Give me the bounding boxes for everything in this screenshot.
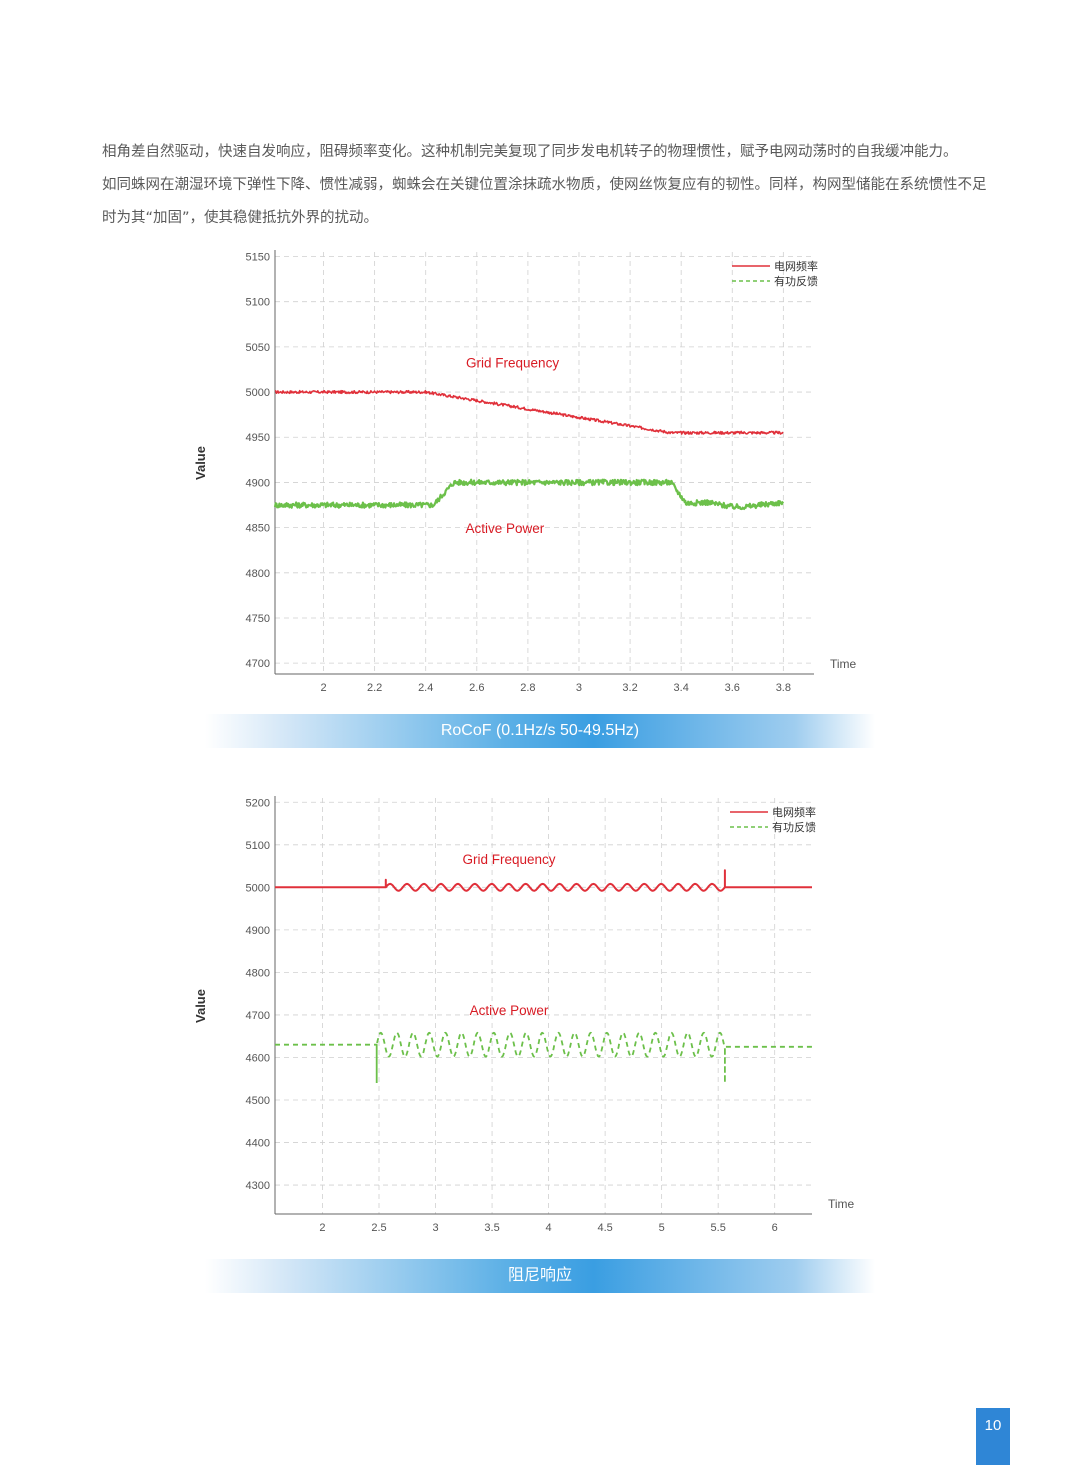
x-tick-label: 4.5	[597, 1222, 612, 1234]
y-tick-label: 5050	[246, 342, 270, 354]
x-tick-label: 6	[772, 1222, 778, 1234]
y-tick-label: 4300	[246, 1180, 270, 1192]
legend-label: 电网频率	[774, 259, 818, 273]
legend-label: 有功反馈	[772, 820, 816, 834]
x-tick-label: 2	[319, 1222, 325, 1234]
y-tick-label: 4800	[246, 568, 270, 580]
series-active-power	[273, 478, 785, 511]
x-tick-label: 2	[320, 682, 326, 694]
y-tick-label: 4750	[246, 613, 270, 625]
intro-line-1: 相角差自然驱动，快速自发响应，阻碍频率变化。这种机制完美复现了同步发电机转子的物…	[102, 144, 958, 160]
y-tick-label: 4900	[246, 477, 270, 489]
series-active-power	[275, 1031, 812, 1084]
y-tick-label: 4700	[246, 658, 270, 670]
x-tick-label: 3.2	[622, 682, 637, 694]
annotation-label: Grid Frequency	[462, 852, 555, 867]
y-tick-label: 5000	[246, 882, 270, 894]
legend-label: 电网频率	[772, 805, 816, 819]
y-tick-label: 5150	[246, 252, 270, 264]
x-tick-label: 2.5	[371, 1222, 386, 1234]
y-tick-label: 4500	[246, 1095, 270, 1107]
y-tick-label: 4850	[246, 523, 270, 535]
x-tick-label: 2.2	[367, 682, 382, 694]
y-tick-label: 5100	[246, 297, 270, 309]
rocof-caption: RoCoF (0.1Hz/s 50-49.5Hz)	[205, 714, 875, 748]
y-tick-label: 4950	[246, 432, 270, 444]
annotation-label: Grid Frequency	[466, 356, 559, 371]
x-tick-label: 3.8	[776, 682, 791, 694]
x-tick-label: 2.8	[520, 682, 535, 694]
rocof-chart: 4700 4750 4800 4850 4900 4950 5000 5050 5100 5150…	[0, 240, 1080, 710]
x-tick-label: 3	[576, 682, 582, 694]
y-tick-label: 5100	[246, 840, 270, 852]
x-tick-label: 2.6	[469, 682, 484, 694]
damping-caption: 阻尼响应	[205, 1259, 875, 1293]
x-tick-label: 3.5	[484, 1222, 499, 1234]
y-tick-label: 4600	[246, 1052, 270, 1064]
x-tick-label: 2.4	[418, 682, 433, 694]
legend-label: 有功反馈	[774, 274, 818, 288]
rocof-plot: 4700 4750 4800 4850 4900 4950 5000 5050 5100 5150…	[193, 250, 857, 694]
x-tick-label: 4	[546, 1222, 552, 1234]
x-axis-label: Time	[828, 1197, 855, 1211]
x-tick-label: 5.5	[711, 1222, 726, 1234]
annotation-label: Active Power	[466, 521, 545, 536]
x-tick-label: 3.4	[674, 682, 689, 694]
intro-line-3: 时为其“加固”，使其稳健抵抗外界的扰动。	[102, 210, 379, 226]
y-tick-label: 4900	[246, 925, 270, 937]
y-tick-label: 4400	[246, 1138, 270, 1150]
page-number: 10	[976, 1408, 1010, 1465]
y-tick-label: 5000	[246, 387, 270, 399]
series-grid-frequency	[275, 869, 812, 892]
y-tick-label: 5200	[246, 797, 270, 809]
y-axis-label: Value	[193, 989, 208, 1023]
y-tick-label: 4800	[246, 967, 270, 979]
annotation-label: Active Power	[470, 1003, 549, 1018]
x-tick-label: 3	[432, 1222, 438, 1234]
damping-plot: 4300 4400 4500 4600 4700 4800 4900 5000 5100 5200…	[193, 796, 855, 1234]
damping-chart: 4300 4400 4500 4600 4700 4800 4900 5000 5100 5200…	[0, 788, 1080, 1248]
series-grid-frequency	[274, 389, 784, 435]
x-tick-label: 5	[659, 1222, 665, 1234]
y-axis-label: Value	[193, 446, 208, 480]
y-tick-label: 4700	[246, 1010, 270, 1022]
intro-line-2: 如同蛛网在潮湿环境下弹性下降、惯性减弱，蜘蛛会在关键位置涂抹疏水物质，使网丝恢复…	[102, 177, 987, 193]
x-axis-label: Time	[830, 657, 857, 671]
x-tick-label: 3.6	[725, 682, 740, 694]
